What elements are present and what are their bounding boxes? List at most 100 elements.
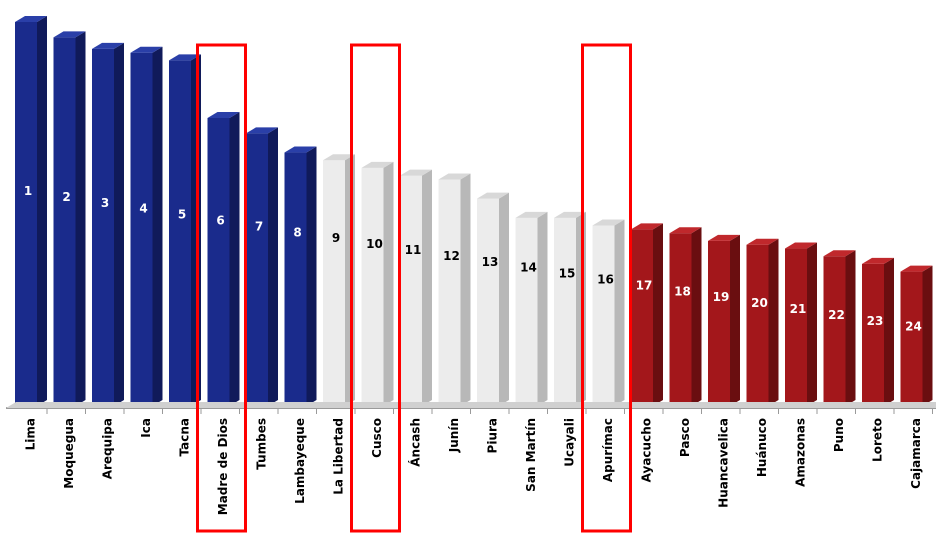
bar-side [383,161,394,406]
bar-rank-label: 17 [636,278,653,292]
bar-front [631,229,653,406]
bar-side [653,223,663,406]
x-tick-label: Ucayali [563,418,577,467]
bar-rank-label: 3 [101,196,109,210]
bars-group: 1 2 3 4 5 6 7 8 9 10 11 12 13 14 15 16 17 18 19 20 21 22 23 24 [15,16,933,407]
bar-side [460,173,471,406]
bar-front [554,217,576,406]
bar-top [862,257,894,264]
bar-top [438,173,471,180]
bar-front [823,256,846,406]
x-tick-label: Pasco [678,418,692,457]
bar-top [130,46,163,53]
bar-top [592,219,625,226]
bar-top [284,146,317,153]
x-tick-label: Ayacucho [640,418,654,482]
bar-top [15,16,47,22]
bar-13 [477,192,509,406]
bar-rank-label: 14 [520,261,537,275]
bar-front [669,233,692,406]
bar-1 [15,16,47,406]
x-tick-label: Tumbes [255,418,269,470]
bar-23 [862,257,894,406]
bar-front [169,60,191,407]
bar-side [884,257,894,406]
bar-top [361,161,394,168]
bar-front [361,167,384,406]
bar-19 [708,234,740,406]
highlight-boxes [196,43,632,533]
bar-16 [592,219,625,406]
bar-rank-label: 7 [255,219,263,233]
x-tick-label: Piura [486,418,500,453]
x-tick-label: Apurímac [601,418,615,482]
bar-20 [746,238,779,406]
bar-front [515,217,538,406]
bar-rank-label: 18 [674,284,691,298]
bar-side [422,169,432,406]
bar-top [53,31,86,38]
x-tick-label: Loreto [871,418,885,462]
x-tick-label: Tacna [178,418,192,457]
bar-front [477,198,499,406]
bar-front [207,118,230,406]
bar-rank-label: 9 [332,231,340,245]
x-tick-label: Madre de Dios [216,418,230,515]
bar-12 [438,173,471,406]
x-tick-label: Áncash [408,418,423,467]
bar-rank-label: 4 [139,202,147,216]
bar-rank-label: 19 [713,290,730,304]
bar-top [477,192,509,199]
x-tick-label: Cusco [370,418,384,458]
bar-front [53,37,76,407]
bar-6 [207,112,240,406]
bar-top [400,169,432,176]
x-tick-label: San Martín [524,418,538,492]
bar-rank-label: 1 [24,184,32,198]
bar-side [691,227,702,406]
bar-18 [669,227,702,406]
bar-top [207,112,240,118]
bar-front [592,225,615,406]
bar-rank-label: 13 [482,255,499,269]
bar-top [169,54,201,61]
bar-8 [284,146,317,406]
bar-side [268,127,278,407]
bar-rank-label: 21 [790,302,807,316]
bar-rank-label: 8 [293,225,301,239]
bar-4 [130,46,163,406]
bar-side [229,112,240,406]
x-tick-label: Lambayeque [293,418,307,504]
highlight-box [350,43,401,533]
bar-rank-label: 22 [828,308,845,322]
bar-rank-label: 11 [405,243,422,257]
bar-side [306,146,317,406]
bar-top [515,211,548,218]
bar-side [75,31,86,407]
bar-side [114,42,124,406]
bar-front [862,263,884,406]
x-axis [6,402,936,414]
bar-front [400,175,422,406]
bar-side [807,242,817,406]
bar-front [708,240,730,406]
bar-top [631,223,663,230]
bar-rank-label: 20 [751,296,768,310]
x-tick-label: La Libertad [332,418,346,495]
bar-top [823,250,856,257]
x-tick-label: Cajamarca [909,418,923,489]
x-axis-floor [6,402,936,408]
bar-front [130,52,153,406]
bar-top [746,238,779,245]
bar-rank-label: 2 [62,190,70,204]
bar-front [900,271,923,406]
x-tick-label: Huánuco [755,418,769,477]
bar-side [845,250,856,406]
bar-top [246,127,278,134]
bar-top [900,265,933,272]
x-tick-label: Lima [24,418,38,450]
bar-front [746,244,769,406]
bar-front [92,48,114,406]
bar-top [708,234,740,241]
